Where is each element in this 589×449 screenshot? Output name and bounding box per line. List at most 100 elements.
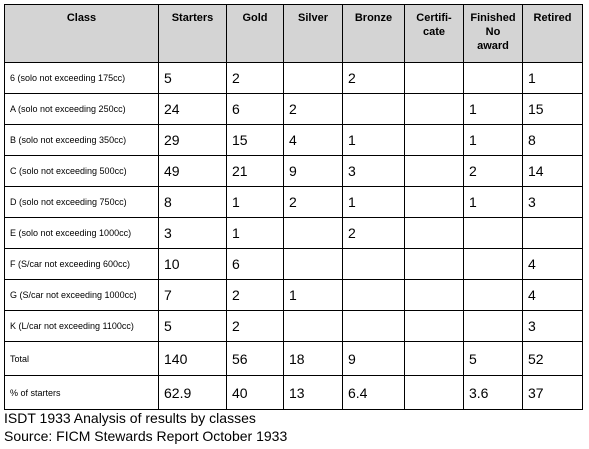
table-cell: 2	[226, 310, 284, 342]
table-cell: 3	[342, 155, 405, 187]
table-cell: 9	[283, 155, 343, 187]
table-cell: 3	[158, 217, 227, 249]
table-cell: 5	[158, 310, 227, 342]
table-row: F (S/car not exceeding 600cc) 10 6 4	[4, 248, 583, 280]
table-row: % of starters 62.9 40 13 6.4 3.6 37	[4, 375, 583, 410]
table-cell: 1	[226, 217, 284, 249]
table-cell: 1	[226, 186, 284, 218]
table-cell: 29	[158, 124, 227, 156]
table-cell: 2	[226, 62, 284, 94]
table-cell: 2	[463, 155, 523, 187]
table-row: Total 140 56 18 9 5 52	[4, 341, 583, 376]
row-class-label: F (S/car not exceeding 600cc)	[4, 248, 159, 280]
table-cell	[342, 279, 405, 311]
table-cell: 1	[283, 279, 343, 311]
table-cell: 5	[158, 62, 227, 94]
row-class-label: 6 (solo not exceeding 175cc)	[4, 62, 159, 94]
table-cell	[463, 248, 523, 280]
row-class-label: K (L/car not exceeding 1100cc)	[4, 310, 159, 342]
row-class-label: % of starters	[4, 375, 159, 410]
table-cell: 6	[226, 248, 284, 280]
table-cell	[283, 62, 343, 94]
table-cell	[463, 310, 523, 342]
table-cell: 37	[522, 375, 583, 410]
row-class-label: G (S/car not exceeding 1000cc)	[4, 279, 159, 311]
table-cell: 7	[158, 279, 227, 311]
table-row: B (solo not exceeding 350cc) 29 15 4 1 1 8	[4, 124, 583, 156]
results-table: Class Starters Gold Silver Bronze Certif…	[4, 4, 583, 410]
caption-source: Source: FICM Stewards Report October 193…	[4, 428, 288, 444]
table-cell	[463, 217, 523, 249]
table-cell: 8	[158, 186, 227, 218]
table-cell: 3	[522, 186, 583, 218]
table-cell	[404, 62, 464, 94]
table-cell	[463, 279, 523, 311]
caption: ISDT 1933 Analysis of results by classes…	[4, 409, 287, 445]
table-cell: 3.6	[463, 375, 523, 410]
column-header-retired: Retired	[522, 4, 583, 63]
table-cell: 13	[283, 375, 343, 410]
table-cell	[404, 310, 464, 342]
table-cell	[283, 310, 343, 342]
table-row: E (solo not exceeding 1000cc) 3 1 2	[4, 217, 583, 249]
table-cell: 4	[283, 124, 343, 156]
table-cell	[463, 62, 523, 94]
table-cell: 24	[158, 93, 227, 125]
table-cell: 56	[226, 341, 284, 376]
table-cell: 15	[226, 124, 284, 156]
table-cell: 18	[283, 341, 343, 376]
table-cell: 6.4	[342, 375, 405, 410]
table-cell	[404, 248, 464, 280]
table-cell	[404, 93, 464, 125]
table-cell	[342, 248, 405, 280]
table-cell	[283, 217, 343, 249]
table-row: C (solo not exceeding 500cc) 49 21 9 3 2 14	[4, 155, 583, 187]
column-header-gold: Gold	[226, 4, 284, 63]
table-cell: 2	[226, 279, 284, 311]
table-cell: 4	[522, 279, 583, 311]
row-class-label: D (solo not exceeding 750cc)	[4, 186, 159, 218]
table-cell: 2	[283, 186, 343, 218]
table-row: K (L/car not exceeding 1100cc) 5 2 3	[4, 310, 583, 342]
table-body: 6 (solo not exceeding 175cc) 5 2 2 1 A (solo …	[4, 62, 583, 410]
row-class-label: Total	[4, 341, 159, 376]
table-cell	[404, 217, 464, 249]
table-row: 6 (solo not exceeding 175cc) 5 2 2 1	[4, 62, 583, 94]
table-row: D (solo not exceeding 750cc) 8 1 2 1 1 3	[4, 186, 583, 218]
table-cell: 52	[522, 341, 583, 376]
table-cell	[404, 155, 464, 187]
table-cell: 2	[283, 93, 343, 125]
table-cell: 1	[342, 124, 405, 156]
table-cell: 9	[342, 341, 405, 376]
column-header-starters: Starters	[158, 4, 227, 63]
row-class-label: A (solo not exceeding 250cc)	[4, 93, 159, 125]
table-cell: 10	[158, 248, 227, 280]
row-class-label: E (solo not exceeding 1000cc)	[4, 217, 159, 249]
row-class-label: B (solo not exceeding 350cc)	[4, 124, 159, 156]
table-row: G (S/car not exceeding 1000cc) 7 2 1 4	[4, 279, 583, 311]
table-cell	[404, 341, 464, 376]
column-header-finished-no-award: Finished No award	[463, 4, 523, 63]
table-cell: 140	[158, 341, 227, 376]
table-cell: 62.9	[158, 375, 227, 410]
table-cell: 1	[342, 186, 405, 218]
table-cell	[342, 310, 405, 342]
table-cell: 14	[522, 155, 583, 187]
column-header-certificate: Certifi-cate	[404, 4, 464, 63]
table-cell	[283, 248, 343, 280]
table-cell	[342, 93, 405, 125]
header-row: Class Starters Gold Silver Bronze Certif…	[4, 4, 583, 63]
table-cell: 15	[522, 93, 583, 125]
table-cell	[522, 217, 583, 249]
table-cell: 4	[522, 248, 583, 280]
table-cell: 5	[463, 341, 523, 376]
table-cell: 40	[226, 375, 284, 410]
table-cell: 49	[158, 155, 227, 187]
row-class-label: C (solo not exceeding 500cc)	[4, 155, 159, 187]
table-cell: 2	[342, 62, 405, 94]
table-cell: 21	[226, 155, 284, 187]
table-cell	[404, 375, 464, 410]
table-cell: 1	[463, 93, 523, 125]
table-cell	[404, 279, 464, 311]
table-cell: 8	[522, 124, 583, 156]
